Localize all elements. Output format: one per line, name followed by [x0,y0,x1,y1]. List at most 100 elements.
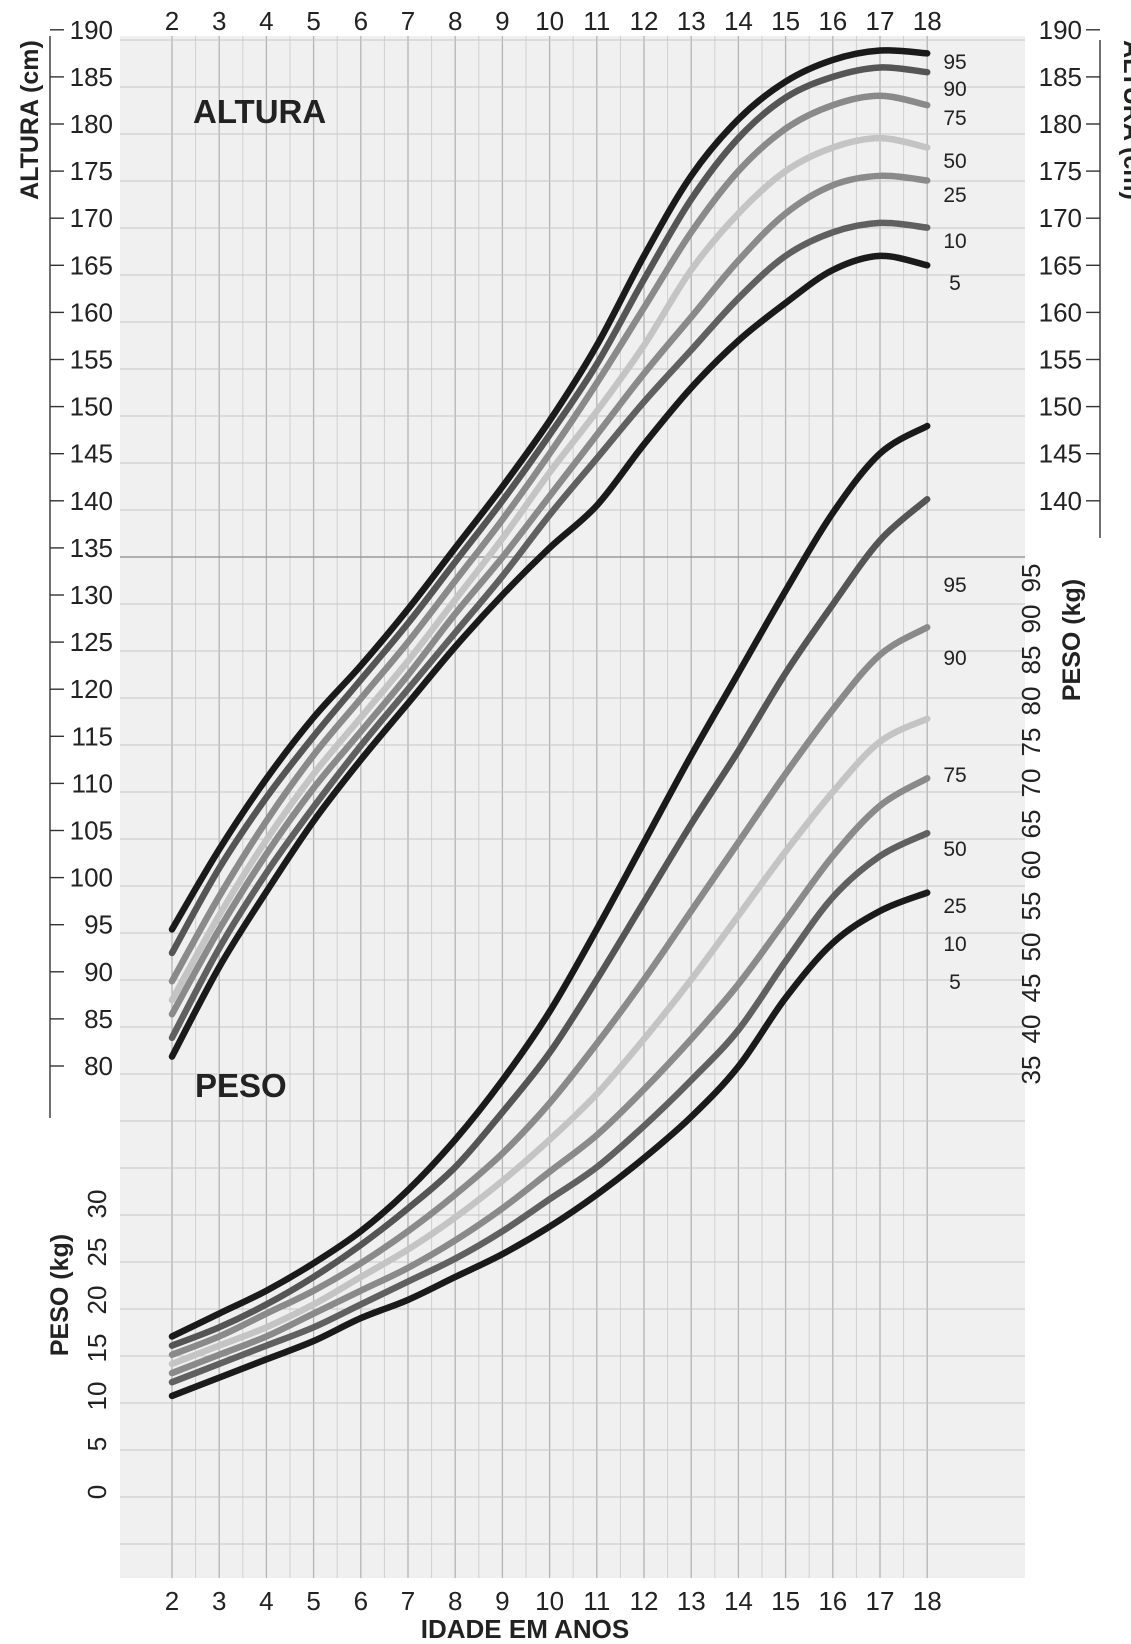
weight-tick-label-right: 85 [1016,646,1046,675]
x-tick-label-top: 2 [165,6,179,36]
x-tick-label-top: 17 [866,6,895,36]
height-tick-label-left: 115 [72,721,113,751]
height-label-p95: 95 [943,51,966,74]
height-tick-label-left: 120 [70,674,113,704]
x-tick-label-bottom: 2 [165,1586,179,1616]
weight-line-p75 [168,624,931,1358]
height-line-p25 [168,172,931,1018]
weight-line-p10 [168,829,931,1386]
weight-tick-label-left: 20 [82,1286,112,1315]
x-tick-label-bottom: 13 [677,1586,706,1616]
x-tick-label-bottom: 8 [448,1586,462,1616]
x-tick-label-bottom: 6 [354,1586,368,1616]
weight-line-p25 [168,775,931,1377]
weight-tick-label-right: 75 [1016,728,1046,757]
x-tick-label-bottom: 17 [866,1586,895,1616]
weight-tick-label-left: 30 [82,1190,112,1219]
x-tick-label-bottom: 4 [259,1586,273,1616]
weight-label-p95: 95 [943,574,966,597]
x-tick-label-top: 8 [448,6,462,36]
height-tick-label-left: 190 [70,15,113,45]
weight-tick-label-left: 0 [82,1485,112,1499]
height-tick-label-left: 135 [70,533,113,563]
weight-line-p95 [168,422,931,1340]
height-tick-label-left: 170 [70,203,113,233]
weight-line-p50 [168,715,931,1368]
x-tick-label-top: 7 [401,6,415,36]
weight-tick-label-right: 55 [1016,892,1046,921]
weight-tick-label-left: 5 [82,1437,112,1451]
weight-tick-label-right: 65 [1016,810,1046,839]
height-line-p75 [168,92,931,985]
height-tick-label-left: 110 [72,768,113,798]
x-tick-label-top: 12 [630,6,659,36]
height-line-p5 [168,252,931,1060]
height-ticks-right: 140 145 150 155 160 165 170 175 180 185 190 [1039,15,1100,516]
height-label-p25: 25 [943,184,966,207]
weight-tick-label-left: 15 [82,1334,112,1363]
height-axis-label-left: ALTURA (cm) [16,40,44,200]
x-tick-label-top: 18 [913,6,942,36]
weight-series [168,422,931,1400]
height-label-p75: 75 [943,107,966,130]
weight-line-p5 [168,889,931,1400]
height-tick-label-left: 140 [70,486,113,516]
weight-label-p10: 10 [943,933,966,956]
height-tick-label-right: 145 [1039,439,1082,469]
weight-line-p90 [168,495,931,1349]
x-tick-label-top: 14 [724,6,753,36]
weight-label-p25: 25 [943,895,966,918]
weight-tick-label-left: 25 [82,1238,112,1267]
height-tick-label-right: 175 [1039,156,1082,186]
height-tick-label-right: 165 [1039,250,1082,280]
height-tick-label-left: 160 [70,297,113,327]
weight-tick-label-right: 50 [1016,933,1046,962]
x-tick-label-bottom: 9 [495,1586,509,1616]
height-tick-label-left: 125 [70,627,113,657]
weight-panel-title: PESO [195,1067,287,1104]
height-tick-label-left: 85 [84,1004,113,1034]
height-tick-label-left: 90 [84,957,113,987]
height-tick-label-right: 160 [1039,297,1082,327]
x-tick-label-bottom: 5 [306,1586,320,1616]
height-panel-title: ALTURA [193,93,326,130]
x-tick-label-top: 15 [771,6,800,36]
weight-tick-label-right: 45 [1016,974,1046,1003]
x-tick-label-bottom: 7 [401,1586,415,1616]
height-tick-label-left: 95 [84,910,113,940]
height-tick-label-right: 155 [1039,345,1082,375]
x-tick-label-top: 4 [259,6,273,36]
height-tick-label-left: 185 [70,62,113,92]
weight-axis-label-left: PESO (kg) [46,1234,74,1356]
x-tick-label-top: 3 [212,6,226,36]
weight-tick-label-right: 95 [1016,564,1046,593]
height-axis-label-right: ALTURA (cm) [1118,40,1131,200]
top-age-ticks: 2 3 4 5 6 7 8 9 10 11 12 13 14 15 16 17 18 [165,6,942,36]
x-tick-label-bottom: 18 [913,1586,942,1616]
height-tick-label-left: 145 [70,439,113,469]
weight-tick-label-right: 90 [1016,605,1046,634]
height-tick-label-right: 140 [1039,486,1082,516]
x-tick-label-top: 16 [818,6,847,36]
height-tick-label-left: 150 [70,392,113,422]
height-tick-label-left: 175 [70,156,113,186]
weight-tick-label-right: 40 [1016,1015,1046,1044]
height-label-p10: 10 [943,230,966,253]
x-tick-label-top: 11 [583,6,610,36]
x-tick-label-top: 10 [535,6,564,36]
x-tick-label-bottom: 14 [724,1586,753,1616]
weight-label-p90: 90 [943,647,966,670]
weight-tick-label-left: 10 [82,1382,112,1411]
height-tick-label-left: 105 [70,816,113,846]
x-tick-label-top: 5 [306,6,320,36]
x-tick-label-bottom: 15 [771,1586,800,1616]
weight-label-p5: 5 [949,971,961,994]
height-label-p5: 5 [949,272,961,295]
height-tick-label-right: 185 [1039,62,1082,92]
height-tick-label-left: 180 [70,109,113,139]
height-tick-label-right: 170 [1039,203,1082,233]
height-tick-label-left: 130 [70,580,113,610]
height-percentile-labels: 95 90 75 50 25 10 5 [943,51,966,295]
weight-tick-label-right: 70 [1016,769,1046,798]
